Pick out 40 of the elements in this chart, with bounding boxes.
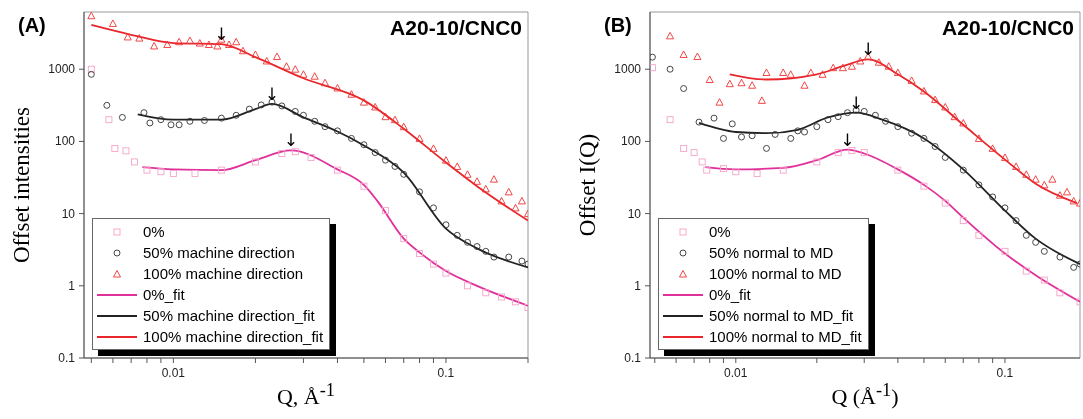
x-tick-label: 0.01 — [161, 365, 186, 380]
annotation: ↓ — [214, 24, 229, 45]
legend-label: 0%_fit — [709, 286, 751, 303]
y-tick-label: 1 — [68, 278, 76, 293]
annotation: ↓ — [849, 92, 864, 113]
y-tick-label: 10 — [627, 206, 642, 221]
x-axis-title: Q, Å$^{-1}$ — [276, 380, 336, 411]
text: (A) — [18, 14, 46, 37]
y-tick-label: 100 — [620, 134, 642, 149]
annotation: A20-10/CNC0 — [390, 16, 522, 40]
legend-label: 0% — [143, 223, 165, 240]
y-tick-label: 100 — [54, 134, 76, 149]
x-tick-label: 0.1 — [437, 365, 455, 380]
annotation: ↓ — [264, 83, 280, 104]
annotation: ↓ — [283, 130, 299, 151]
y-axis-title: Offset intensities — [9, 106, 35, 264]
legend-label: 100% normal to MD_fit — [709, 328, 862, 345]
legend-label: 50% machine direction — [143, 244, 295, 261]
annotation: A20-10/CNC0 — [942, 16, 1074, 40]
legend-label: 100% machine direction_fit — [143, 328, 324, 345]
text: (B) — [604, 14, 632, 37]
y-tick-label: 1000 — [614, 62, 642, 77]
x-axis-title: Q (Å$^{-1}$) — [831, 380, 899, 411]
legend-label: 100% normal to MD — [709, 265, 842, 282]
legend-label: 0%_fit — [143, 286, 185, 303]
legend-label: 50% normal to MD_fit — [709, 307, 854, 324]
legend-label: 0% — [709, 223, 731, 240]
legend-label: 50% normal to MD — [709, 244, 834, 261]
y-tick-label: 1 — [634, 278, 642, 293]
y-tick-label: 10 — [61, 206, 76, 221]
legend-label: 50% machine direction_fit — [143, 307, 315, 324]
y-tick-label: 0.1 — [58, 351, 76, 365]
annotation: ↓ — [860, 39, 876, 60]
legend-label: 100% machine direction — [143, 265, 304, 282]
x-tick-label: 0.1 — [996, 365, 1014, 380]
annotation: ↓ — [840, 129, 855, 150]
y-tick-label: 1000 — [48, 62, 76, 77]
y-axis-title: Offset I(Q) — [575, 133, 601, 237]
x-tick-label: 0.01 — [724, 365, 748, 380]
y-tick-label: 0.1 — [624, 351, 642, 365]
